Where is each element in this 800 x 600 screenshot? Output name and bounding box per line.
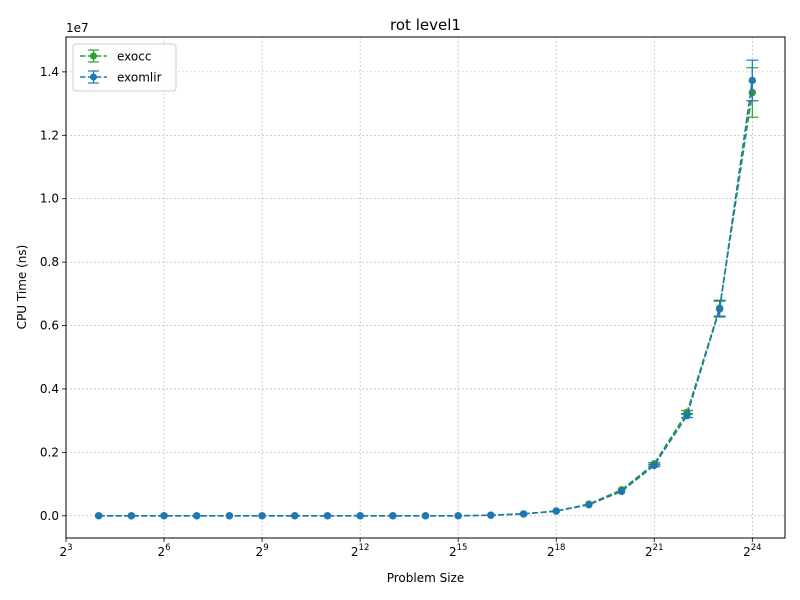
legend-marker-exomlir (90, 73, 97, 81)
x-tick-label: 224 (743, 543, 761, 559)
data-point-exomlir (160, 512, 168, 520)
data-point-exomlir (487, 511, 495, 519)
y-axis-offset-label: 1e7 (66, 21, 89, 35)
x-tick-label: 29 (256, 543, 269, 559)
y-tick-label: 1.4 (40, 65, 59, 79)
data-point-exomlir (258, 512, 266, 520)
plot-frame (65, 36, 786, 539)
x-tick-label: 26 (158, 543, 171, 559)
chart-title: rot level1 (390, 16, 461, 34)
data-point-exomlir (617, 487, 626, 496)
data-point-exomlir (552, 507, 560, 515)
data-point-exomlir (94, 512, 103, 520)
y-tick-label: 0.2 (40, 445, 59, 459)
x-tick-label: 218 (547, 543, 565, 559)
data-point-exomlir (454, 512, 462, 520)
data-point-exomlir (356, 512, 364, 520)
legend-marker-exocc (90, 52, 97, 60)
series-exomlir (94, 59, 759, 520)
plot-series (94, 59, 759, 520)
legend-item-exomlir: exomlir (80, 70, 162, 85)
legend: exocc exomlir (72, 43, 177, 92)
data-point-exomlir (715, 305, 724, 313)
y-tick-label: 1.0 (40, 192, 59, 206)
data-point-exomlir (748, 76, 757, 85)
data-point-exomlir (193, 512, 201, 520)
data-point-exomlir (323, 512, 332, 520)
y-tick-label: 0.0 (40, 509, 59, 523)
x-tick-label: 212 (351, 543, 369, 559)
x-axis-label: Problem Size (387, 571, 465, 585)
data-point-exomlir (585, 501, 593, 509)
data-point-exomlir (683, 411, 691, 420)
data-point-exomlir (421, 512, 430, 520)
data-point-exomlir (225, 512, 234, 520)
x-tick-label: 23 (59, 543, 72, 559)
y-tick-label: 1.2 (40, 128, 59, 142)
y-tick-label: 0.8 (40, 255, 59, 269)
y-tick-label: 0.6 (40, 319, 59, 333)
y-tick-label: 0.4 (40, 382, 59, 396)
y-axis-label: CPU Time (ns) (15, 245, 29, 330)
legend-label-exocc: exocc (117, 50, 151, 64)
axes: 23 26 29 212 215 218 221 224 0.0 0.2 0.4 0.6 0.8 1.0 1… (40, 65, 762, 559)
grid-lines (65, 37, 785, 538)
legend-item-exocc: exocc (80, 49, 151, 64)
x-tick-label: 215 (449, 543, 467, 559)
data-point-exomlir (291, 512, 299, 520)
data-point-exomlir (389, 512, 397, 520)
data-point-exomlir (127, 512, 136, 520)
x-tick-label: 221 (645, 543, 663, 559)
legend-label-exomlir: exomlir (117, 71, 162, 85)
data-point-exomlir (519, 510, 528, 518)
data-point-exomlir (650, 461, 658, 470)
